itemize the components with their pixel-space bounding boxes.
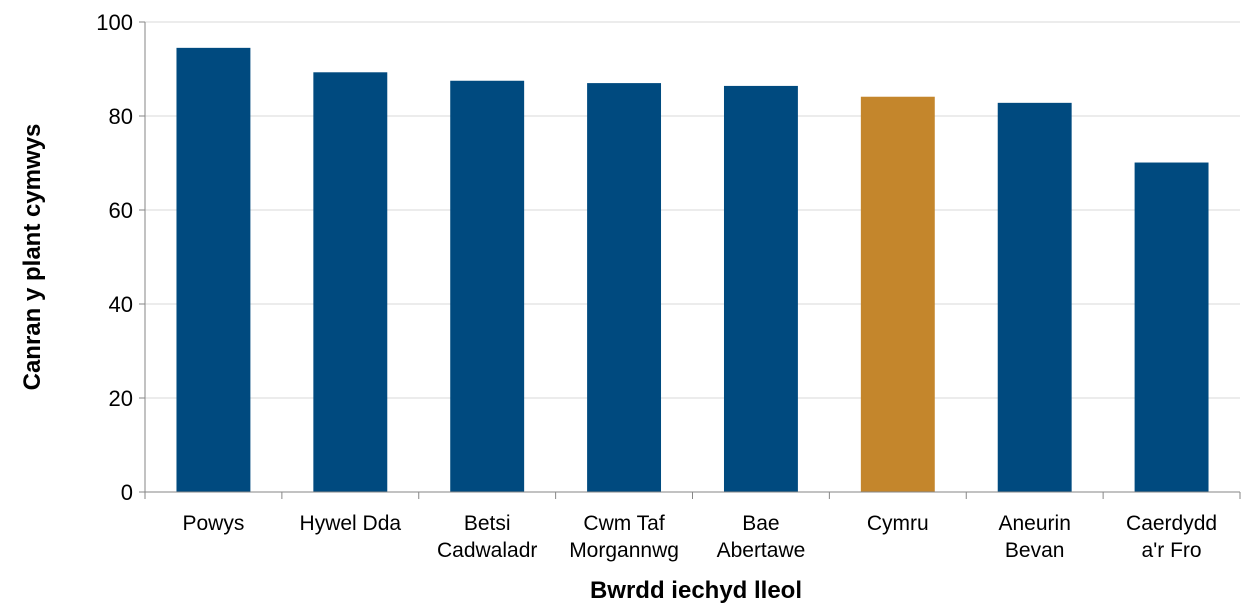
x-tick-label: Hywel Dda <box>300 512 402 535</box>
y-tick-label: 0 <box>121 480 133 505</box>
x-tick-label: Powys <box>183 512 245 535</box>
bar <box>587 83 662 492</box>
bar <box>997 102 1072 492</box>
x-tick-label: Cwm Taf Morgannwg <box>569 512 679 562</box>
x-tick-label: Bae Abertawe <box>717 512 806 562</box>
bars <box>176 47 1209 493</box>
y-axis-title: Canran y plant cymwys <box>19 124 46 391</box>
y-tick-labels: 0 20 40 60 80 100 <box>96 10 133 505</box>
x-category-labels: Powys Hywel Dda Betsi Cadwaladr Cwm Taf Morga… <box>183 512 1218 562</box>
x-tick-label: Aneurin Bevan <box>998 512 1070 562</box>
y-tick-label: 100 <box>96 10 133 35</box>
x-tick-label: Betsi Cadwaladr <box>437 512 537 562</box>
x-tick-label: Caerdydd a'r Fro <box>1126 512 1217 562</box>
y-tick-label: 80 <box>109 104 133 129</box>
x-tick-label: Cymru <box>867 512 929 535</box>
bar <box>313 72 388 492</box>
bar <box>1134 162 1209 492</box>
bar <box>723 85 798 493</box>
gridlines <box>145 21 1240 399</box>
bar <box>860 96 935 492</box>
bar <box>176 47 251 492</box>
y-tick-label: 40 <box>109 292 133 317</box>
x-axis-title: Bwrdd iechyd lleol <box>590 577 802 604</box>
y-tick-label: 20 <box>109 386 133 411</box>
axes <box>139 21 1241 499</box>
bar <box>450 80 525 492</box>
y-tick-label: 60 <box>109 198 133 223</box>
